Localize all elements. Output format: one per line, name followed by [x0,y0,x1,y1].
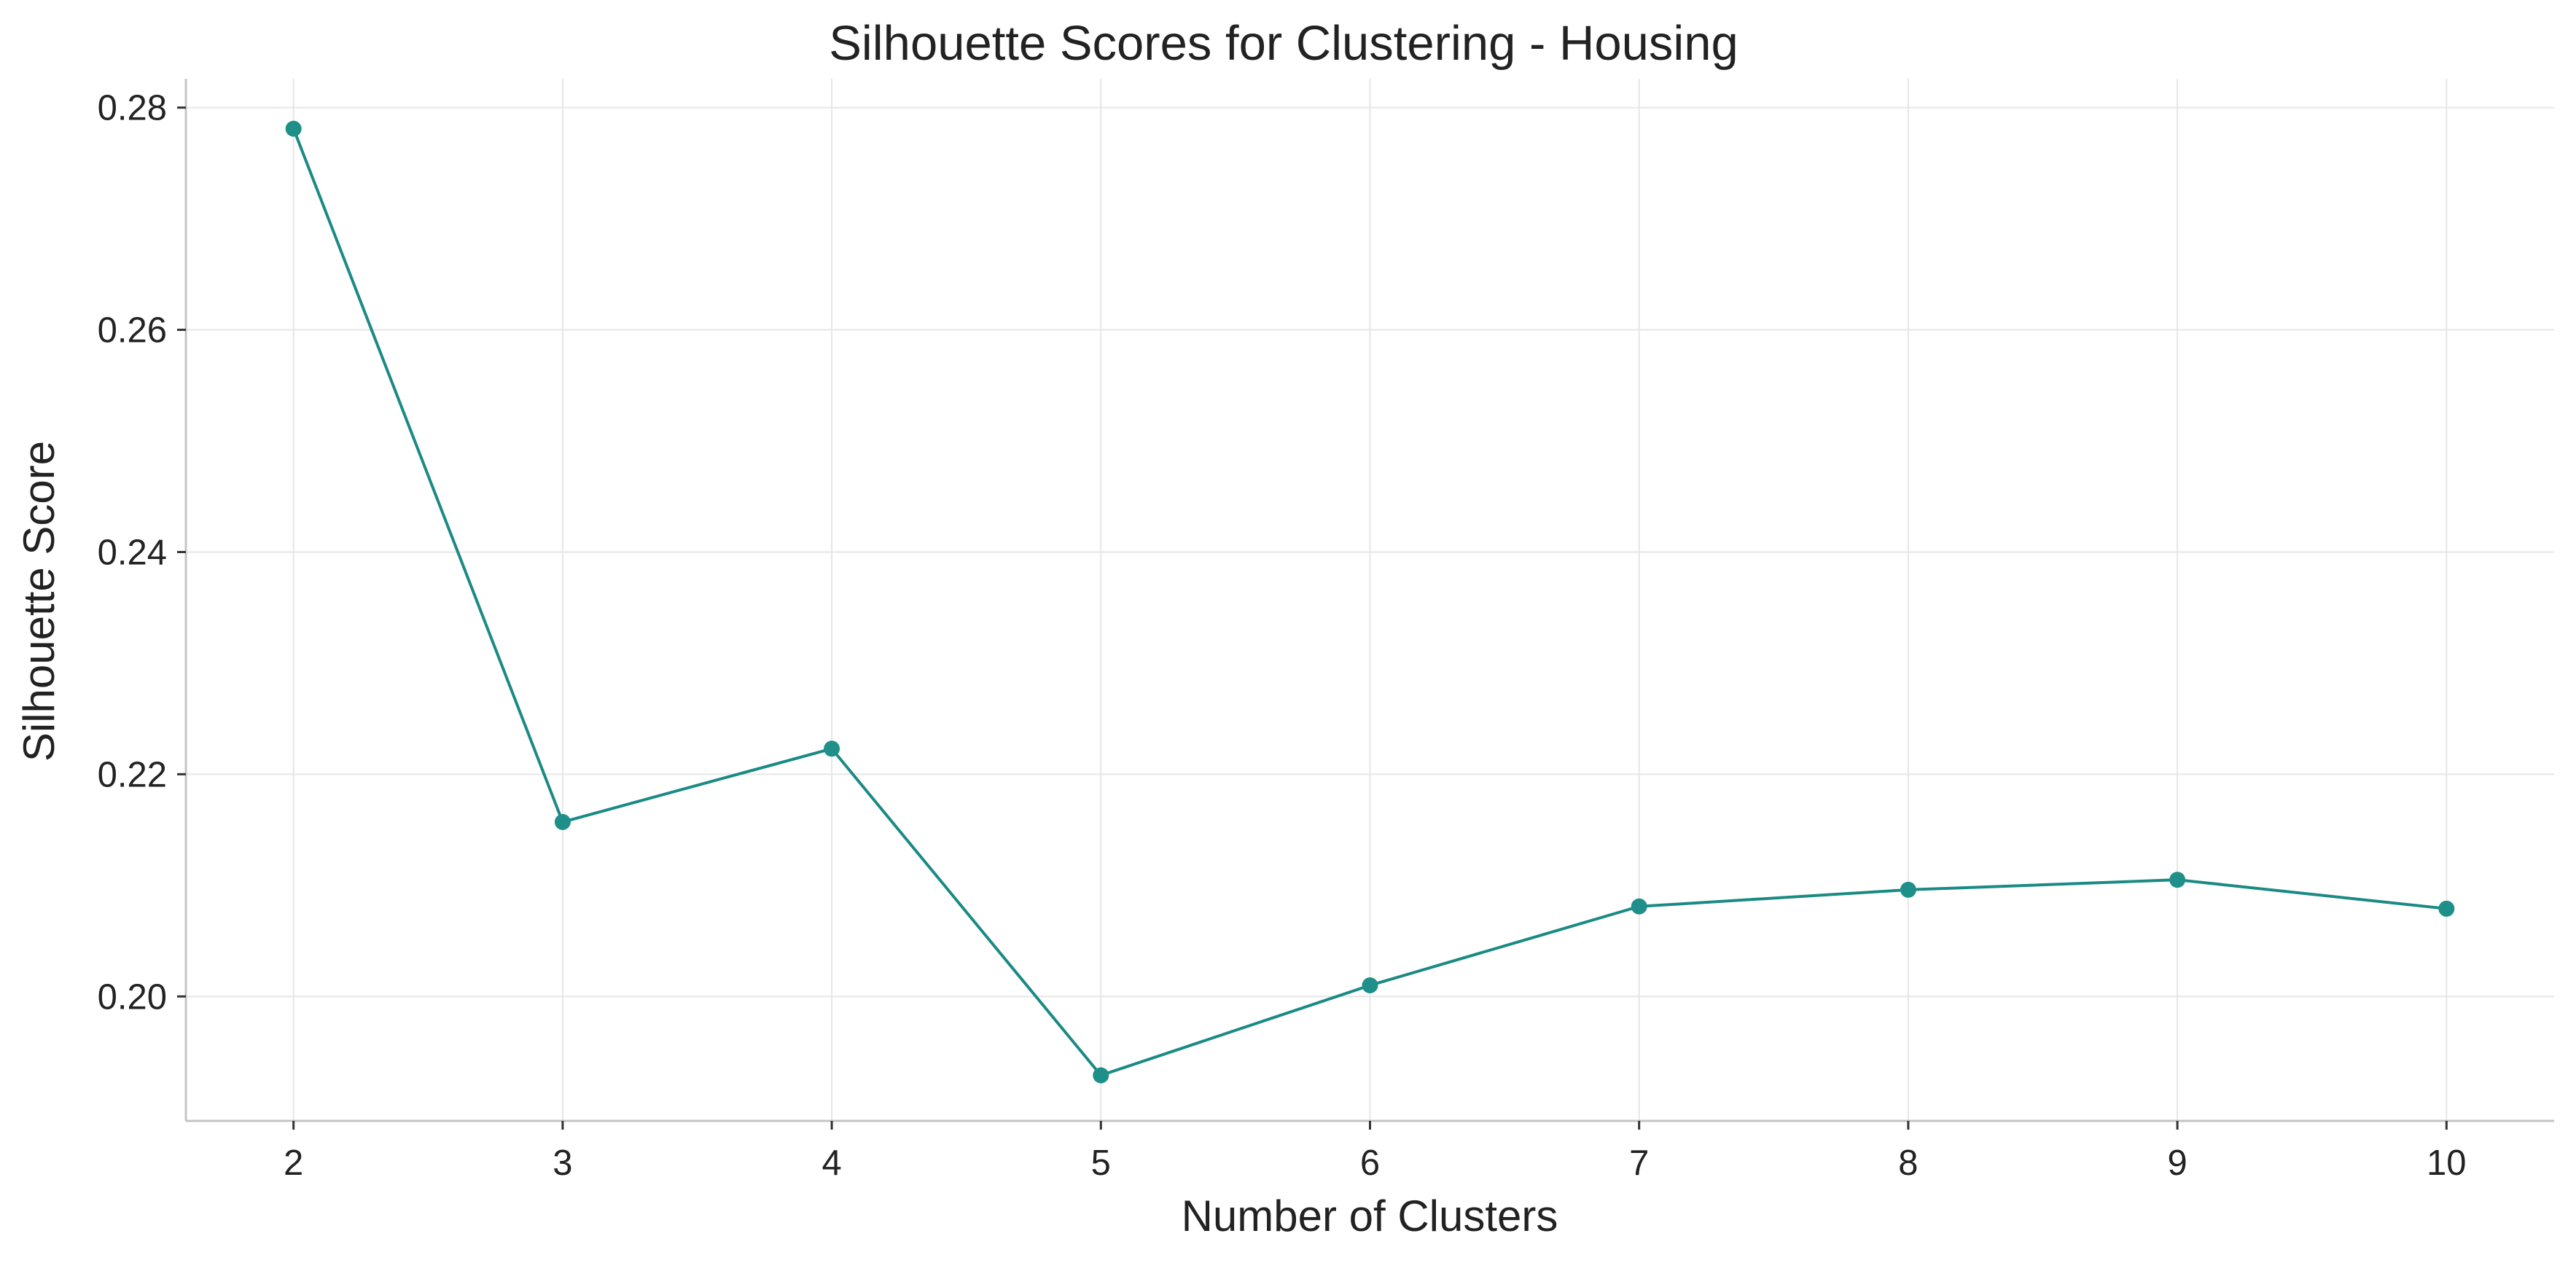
data-point [554,813,571,830]
ticks: 2 3 4 5 6 7 8 9 10 0.20 0.22 0.24 0.26 0.28 [98,89,2467,1183]
x-tick-label: 9 [2167,1143,2187,1183]
x-tick-label: 6 [1360,1143,1380,1183]
data-point [1362,977,1378,994]
y-axis-label: Silhouette Score [15,441,63,762]
grid [186,79,2554,1121]
chart-title: Silhouette Scores for Clustering - Housi… [829,16,1738,71]
series [285,120,2455,1084]
data-point [1631,898,1647,915]
x-tick-label: 5 [1091,1143,1111,1183]
x-tick-label: 3 [553,1143,572,1183]
x-tick-label: 10 [2427,1143,2467,1183]
x-tick-label: 8 [1898,1143,1918,1183]
data-point [824,740,840,757]
data-point [1900,881,1916,898]
y-tick-label: 0.26 [98,311,167,351]
y-tick-label: 0.22 [98,755,167,794]
data-point [285,120,302,137]
x-tick-label: 2 [284,1143,303,1183]
x-tick-label: 7 [1629,1143,1649,1183]
x-axis-label: Number of Clusters [1182,1192,1558,1240]
x-tick-label: 4 [821,1143,841,1183]
y-tick-label: 0.20 [98,977,167,1017]
data-point [1093,1067,1109,1084]
data-point [2169,872,2186,888]
y-tick-label: 0.24 [98,533,167,572]
data-point [2438,900,2455,917]
y-tick-label: 0.28 [98,89,167,128]
